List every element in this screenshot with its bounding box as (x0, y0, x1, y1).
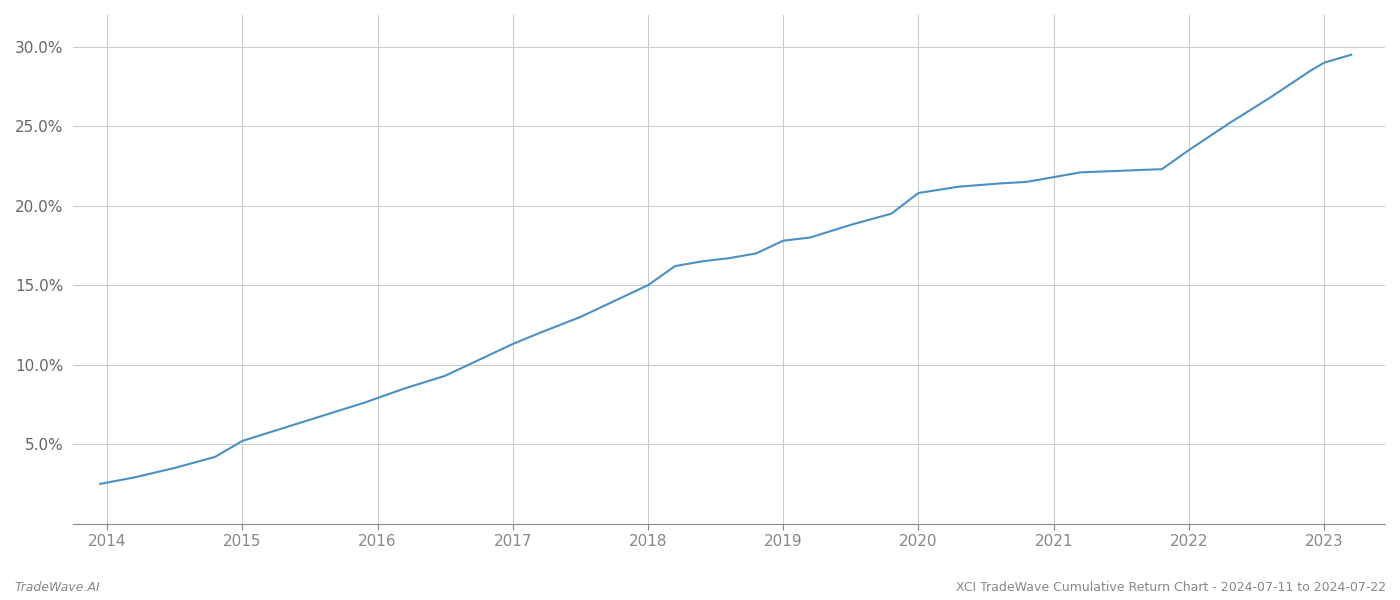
Text: TradeWave.AI: TradeWave.AI (14, 581, 99, 594)
Text: XCI TradeWave Cumulative Return Chart - 2024-07-11 to 2024-07-22: XCI TradeWave Cumulative Return Chart - … (956, 581, 1386, 594)
